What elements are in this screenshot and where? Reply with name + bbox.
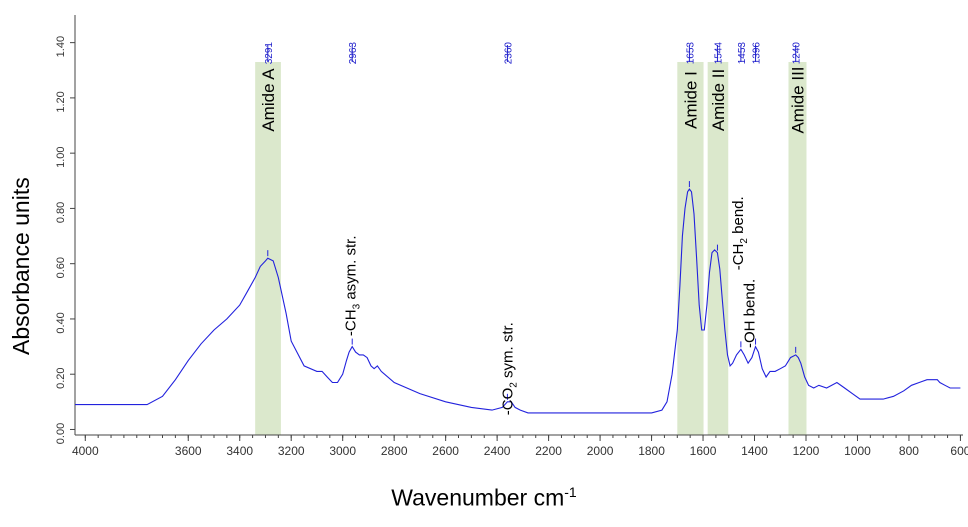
annotation-0-main: -CH — [343, 309, 360, 336]
peak-label-6: 1396 — [752, 42, 763, 65]
band-layer: Amide A Amide I Amide II Amide III — [255, 62, 807, 435]
x-tick-label-5: 2800 — [381, 444, 408, 458]
peak-label-3: 1653 — [685, 42, 696, 65]
x-tick-label-12: 1400 — [741, 444, 768, 458]
x-tick-label-0: 4000 — [72, 444, 99, 458]
x-axis-unit: cm — [533, 484, 565, 511]
x-tick-label-9: 2000 — [587, 444, 614, 458]
y-axis-label: Absorbance units — [8, 177, 34, 355]
x-tick-label-16: 600 — [950, 444, 968, 458]
x-tick-label-6: 2600 — [432, 444, 459, 458]
annotation-3-main: -OH bend. — [742, 279, 759, 348]
x-tick-label-10: 1800 — [638, 444, 665, 458]
y-tick-label-3: 0.60 — [55, 257, 67, 278]
x-tick-label-4: 3000 — [329, 444, 356, 458]
peak-label-7: 1240 — [792, 42, 803, 65]
annotation-2: -CH2 bend. — [730, 196, 750, 270]
x-axis-unit-exponent: -1 — [564, 484, 577, 500]
series-layer — [75, 188, 961, 414]
band-label-2: Amide II — [709, 69, 728, 131]
annotation-0: -CH3 asym. str. — [343, 236, 363, 337]
annotation-1-main: -CO — [500, 388, 517, 416]
y-tick-label-1: 0.20 — [55, 367, 67, 388]
peak-label-0: 3291 — [264, 42, 275, 65]
x-tick-label-11: 1600 — [690, 444, 717, 458]
y-tick-label-2: 0.40 — [55, 312, 67, 333]
peak-label-2: 2360 — [503, 42, 514, 65]
x-axis-label: Wavenumber cm-1 — [0, 484, 968, 512]
annotation-2-rest: bend. — [730, 196, 747, 238]
annotation-3: -OH bend. — [742, 279, 759, 348]
peak-label-4: 1544 — [713, 42, 724, 65]
x-tick-label-7: 2400 — [484, 444, 511, 458]
peak-label-5: 1453 — [737, 42, 748, 65]
x-tick-label-14: 1000 — [844, 444, 871, 458]
x-tick-label-2: 3400 — [226, 444, 253, 458]
x-tick-label-1: 3600 — [175, 444, 202, 458]
annotation-1-sub: 2 — [509, 382, 520, 388]
annotation-layer: -CH3 asym. str.-CO2 sym. str.-CH2 bend.-… — [343, 196, 759, 415]
y-tick-label-5: 1.00 — [55, 146, 67, 167]
band-label-3: Amide III — [788, 66, 807, 133]
y-tick-label-0: 0.00 — [55, 423, 67, 444]
peak-label-1: 2963 — [348, 42, 359, 65]
annotation-0-sub: 3 — [352, 303, 363, 309]
x-tick-label-3: 3200 — [278, 444, 305, 458]
spectrum-line-0 — [75, 188, 961, 414]
x-tick-label-13: 1200 — [793, 444, 820, 458]
peak-label-layer: 3291 2963 2360 1653 1544 1453 1396 1240 — [264, 42, 803, 400]
annotation-1: -CO2 sym. str. — [500, 322, 520, 415]
y-tick-label-4: 0.80 — [55, 202, 67, 223]
x-tick-label-8: 2200 — [535, 444, 562, 458]
annotation-2-sub: 2 — [739, 238, 750, 244]
annotation-1-rest: sym. str. — [500, 322, 517, 382]
band-label-1: Amide I — [681, 71, 700, 129]
band-3 — [788, 62, 807, 435]
band-label-0: Amide A — [259, 68, 278, 132]
y-tick-label-6: 1.20 — [55, 91, 67, 112]
annotation-2-main: -CH — [730, 244, 747, 271]
band-0 — [255, 62, 281, 435]
band-2 — [707, 62, 729, 435]
y-tick-label-7: 1.40 — [55, 36, 67, 57]
x-tick-label-15: 800 — [899, 444, 919, 458]
annotation-0-rest: asym. str. — [343, 236, 360, 304]
x-axis-label-text: Wavenumber — [391, 484, 528, 511]
